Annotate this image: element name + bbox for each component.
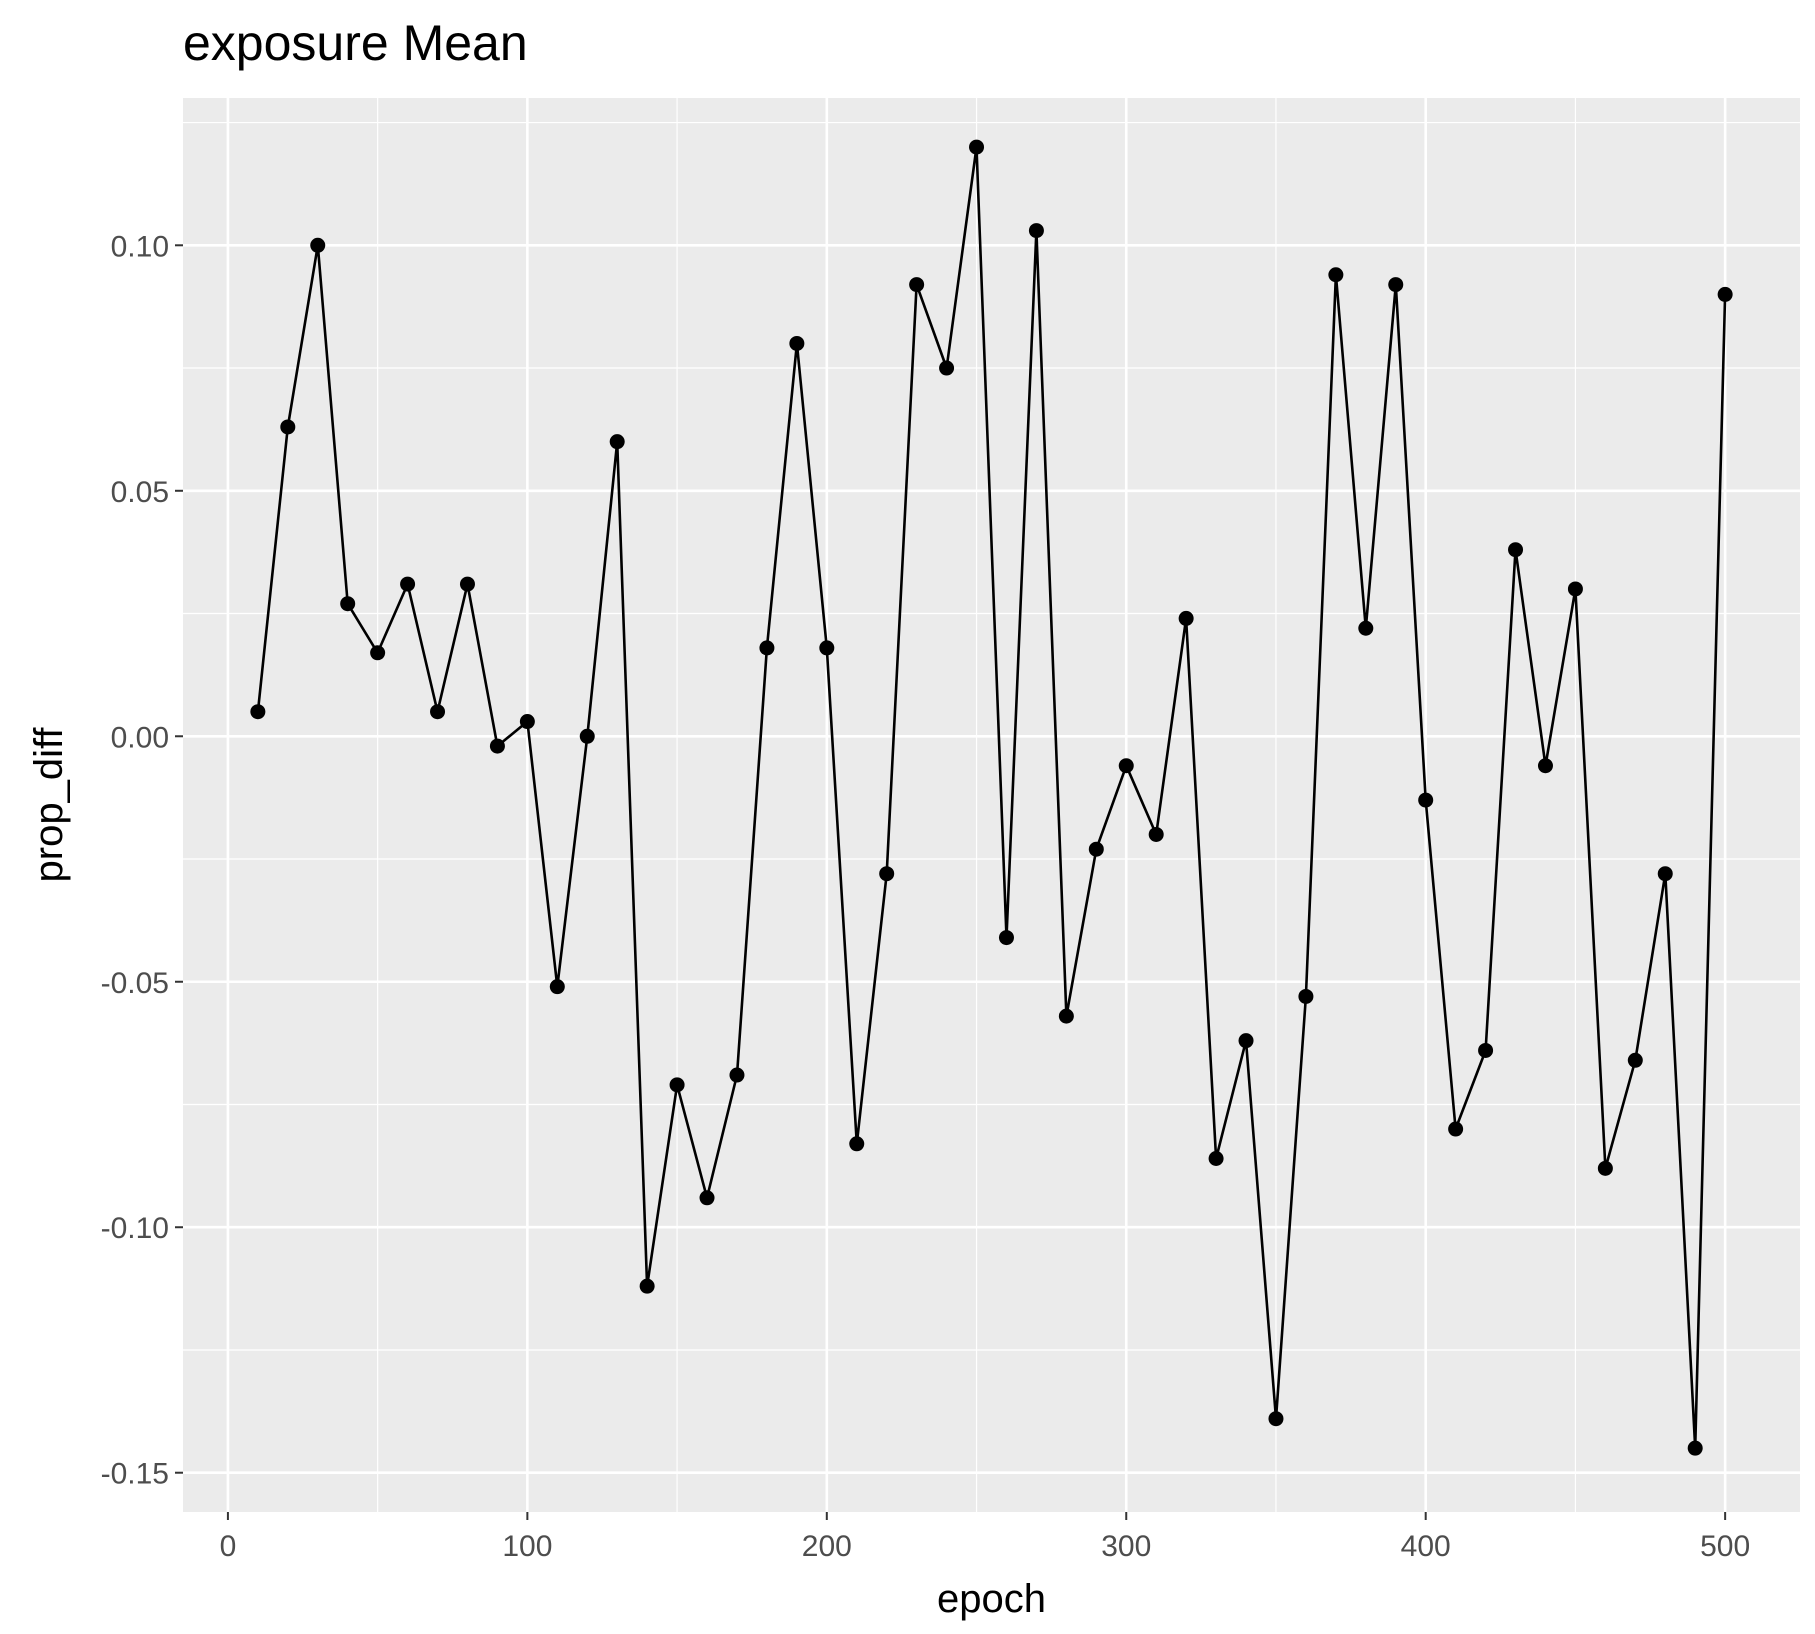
data-point: [340, 596, 356, 612]
x-tick-label: 500: [1700, 1530, 1750, 1563]
data-point: [969, 139, 985, 155]
y-tick-label: -0.15: [101, 1458, 169, 1491]
y-tick-label: -0.05: [101, 967, 169, 1000]
data-point: [1298, 988, 1314, 1004]
data-point: [1448, 1121, 1464, 1137]
data-point: [1148, 826, 1164, 842]
y-tick-label: 0.10: [111, 230, 169, 263]
data-point: [430, 704, 446, 720]
y-axis-label: prop_diff: [27, 727, 71, 883]
data-point: [1537, 758, 1553, 774]
data-point: [579, 728, 595, 744]
data-point: [669, 1077, 685, 1093]
y-tick-label: 0.05: [111, 476, 169, 509]
data-point: [310, 237, 326, 253]
data-point: [909, 277, 925, 293]
data-point: [1088, 841, 1104, 857]
data-point: [1418, 792, 1434, 808]
data-point: [939, 360, 955, 376]
data-point: [1478, 1042, 1494, 1058]
data-point: [609, 434, 625, 450]
data-point: [1687, 1440, 1703, 1456]
data-point: [1268, 1411, 1284, 1427]
data-point: [1028, 223, 1044, 239]
data-point: [1178, 610, 1194, 626]
data-point: [998, 930, 1014, 946]
plot-panel: [183, 98, 1800, 1512]
data-point: [1657, 866, 1673, 882]
data-point: [519, 714, 535, 730]
data-point: [1118, 758, 1134, 774]
data-point: [1328, 267, 1344, 283]
data-point: [459, 576, 475, 592]
data-point: [489, 738, 505, 754]
y-tick-label: -0.10: [101, 1212, 169, 1245]
data-point: [729, 1067, 745, 1083]
data-point: [549, 979, 565, 995]
data-point: [1388, 277, 1404, 293]
data-point: [1627, 1052, 1643, 1068]
data-point: [1238, 1033, 1254, 1049]
x-tick-label: 100: [502, 1530, 552, 1563]
data-point: [759, 640, 775, 656]
data-point: [849, 1136, 865, 1152]
x-tick-label: 200: [802, 1530, 852, 1563]
data-point: [819, 640, 835, 656]
x-tick-label: 400: [1401, 1530, 1451, 1563]
data-point: [1508, 542, 1524, 558]
y-tick-label: 0.00: [111, 721, 169, 754]
chart-title: exposure Mean: [183, 15, 528, 71]
x-tick-label: 300: [1101, 1530, 1151, 1563]
data-point: [370, 645, 386, 661]
x-axis-label: epoch: [937, 1577, 1046, 1621]
data-point: [1717, 286, 1733, 302]
data-point: [699, 1190, 715, 1206]
data-point: [1358, 620, 1374, 636]
data-point: [250, 704, 266, 720]
data-point: [1597, 1160, 1613, 1176]
data-point: [639, 1278, 655, 1294]
data-point: [1208, 1151, 1224, 1166]
x-tick-label: 0: [220, 1530, 237, 1563]
data-point: [789, 335, 805, 351]
data-point: [400, 576, 416, 592]
data-point: [1567, 581, 1583, 597]
data-point: [879, 866, 895, 882]
data-point: [1058, 1008, 1074, 1024]
data-point: [280, 419, 296, 435]
